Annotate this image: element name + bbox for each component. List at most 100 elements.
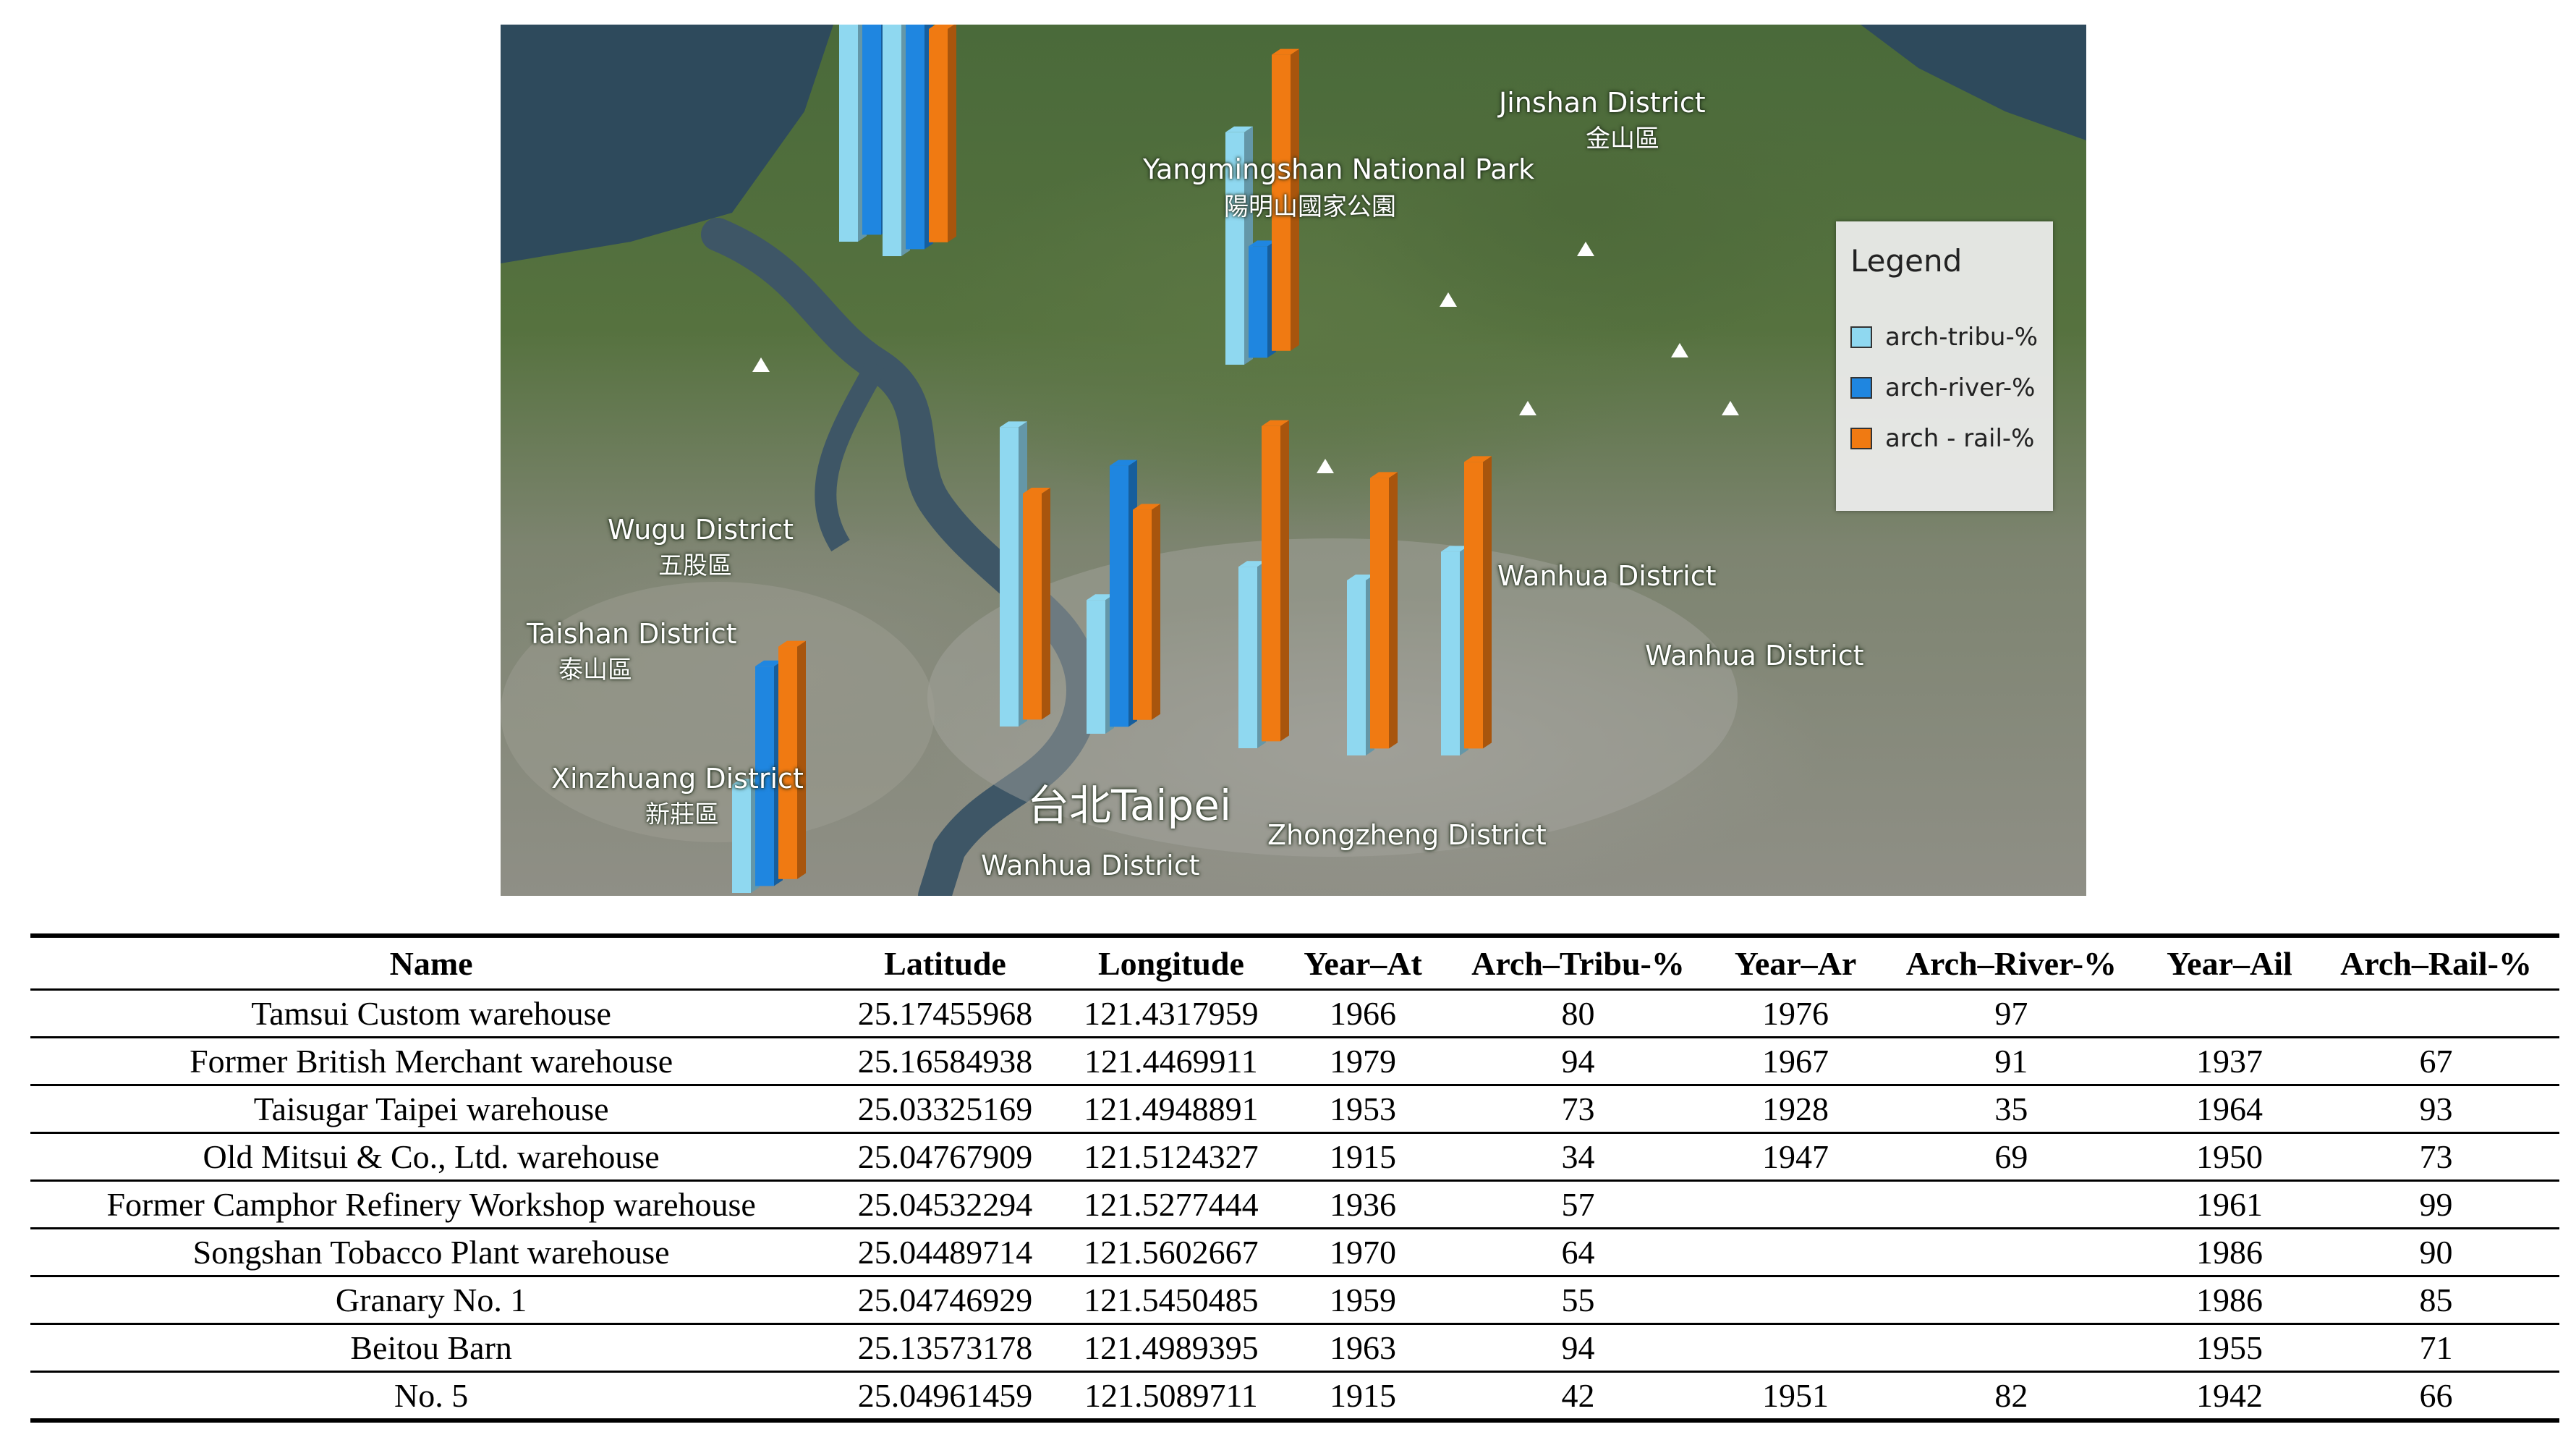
table-cell: 25.13573178 <box>832 1323 1058 1373</box>
column-header: Latitude <box>832 933 1058 991</box>
table-cell: 1936 <box>1284 1180 1442 1229</box>
table-cell: 1959 <box>1284 1276 1442 1325</box>
table-cell: 69 <box>1876 1132 2146 1182</box>
table-cell: 57 <box>1441 1180 1715 1229</box>
label-zhongzheng: Zhongzheng District <box>1267 819 1547 851</box>
table-cell: 1937 <box>2146 1037 2313 1086</box>
bar-rail <box>1023 488 1050 720</box>
table-cell: No. 5 <box>30 1371 833 1423</box>
table-cell: 66 <box>2313 1371 2559 1423</box>
bar-rail <box>1133 504 1160 720</box>
table-cell <box>2313 989 2559 1038</box>
table-cell: 1915 <box>1284 1132 1442 1182</box>
table-cell: 25.04532294 <box>832 1180 1058 1229</box>
table-cell: 55 <box>1441 1276 1715 1325</box>
label-taishan-zh: 泰山區 <box>558 656 632 685</box>
table-cell: 80 <box>1441 989 1715 1038</box>
table-cell: 35 <box>1876 1085 2146 1134</box>
table-cell: 1947 <box>1714 1132 1876 1182</box>
bar-group <box>732 25 1492 893</box>
table-row: Songshan Tobacco Plant warehouse 25.04489… <box>30 1228 2559 1277</box>
table-cell: 1942 <box>2146 1371 2313 1423</box>
table-cell: 121.5450485 <box>1058 1276 1285 1325</box>
label-xinzhuang: Xinzhuang District <box>551 763 804 795</box>
table-cell: 121.5602667 <box>1058 1228 1285 1277</box>
table-cell <box>1876 1180 2146 1229</box>
legend-swatch-tribu <box>1850 326 1872 348</box>
bar-rail <box>1370 472 1398 749</box>
table-cell <box>1714 1228 1876 1277</box>
table-cell: 90 <box>2313 1228 2559 1277</box>
table-body: Tamsui Custom warehouse 25.17455968 121.43… <box>30 989 2559 1423</box>
table-row: Old Mitsui & Co., Ltd. warehouse 25.04767… <box>30 1132 2559 1182</box>
table-cell: 97 <box>1876 989 2146 1038</box>
label-wugu: Wugu District <box>608 514 794 546</box>
table-cell <box>2146 989 2313 1038</box>
table-row: No. 5 25.04961459 121.5089711 1915 42 1951 82 1… <box>30 1371 2559 1423</box>
table-cell: 1986 <box>2146 1228 2313 1277</box>
table-cell: Granary No. 1 <box>30 1276 833 1325</box>
table-cell: 1979 <box>1284 1037 1442 1086</box>
column-header: Year–Ar <box>1714 933 1876 991</box>
table-row: Tamsui Custom warehouse 25.17455968 121.43… <box>30 989 2559 1038</box>
column-header: Name <box>30 933 833 991</box>
legend-item-tribu: arch-tribu-% <box>1850 323 2038 352</box>
table-cell: 1964 <box>2146 1085 2313 1134</box>
table-row: Taisugar Taipei warehouse 25.03325169 121.… <box>30 1085 2559 1134</box>
table-cell: 82 <box>1876 1371 2146 1423</box>
label-jinshan: Jinshan District <box>1499 87 1706 119</box>
table-cell: 42 <box>1441 1371 1715 1423</box>
table-cell: 25.03325169 <box>832 1085 1058 1134</box>
table-cell: Former British Merchant warehouse <box>30 1037 833 1086</box>
table-cell: 64 <box>1441 1228 1715 1277</box>
table-cell <box>1876 1276 2146 1325</box>
table-cell: 25.17455968 <box>832 989 1058 1038</box>
table-cell: 34 <box>1441 1132 1715 1182</box>
legend-label-rail: arch - rail-% <box>1885 424 2035 453</box>
column-header: Longitude <box>1058 933 1285 991</box>
table-cell: 25.04767909 <box>832 1132 1058 1182</box>
table-cell: 1915 <box>1284 1371 1442 1423</box>
legend: Legend arch-tribu-% arch-river-% arch - … <box>1836 221 2053 511</box>
table-cell: Old Mitsui & Co., Ltd. warehouse <box>30 1132 833 1182</box>
bar-tribu <box>1225 126 1253 365</box>
legend-item-rail: arch - rail-% <box>1850 424 2034 453</box>
table-cell: 1953 <box>1284 1085 1442 1134</box>
table-cell: 1966 <box>1284 989 1442 1038</box>
table-cell: Songshan Tobacco Plant warehouse <box>30 1228 833 1277</box>
table-cell <box>1876 1228 2146 1277</box>
data-table: Name Latitude Longitude Year–At Arch–Tribu-%… <box>30 933 2559 1423</box>
label-wanhua-right: Wanhua District <box>1645 640 1864 672</box>
table-cell: 85 <box>2313 1276 2559 1325</box>
table-cell <box>1714 1180 1876 1229</box>
legend-item-river: arch-river-% <box>1850 373 2035 402</box>
table-cell: Taisugar Taipei warehouse <box>30 1085 833 1134</box>
bar-rail <box>778 640 806 879</box>
legend-label-tribu: arch-tribu-% <box>1885 323 2039 352</box>
table-cell: 91 <box>1876 1037 2146 1086</box>
table-cell: 121.4948891 <box>1058 1085 1285 1134</box>
label-wanhua-bottom: Wanhua District <box>981 850 1200 881</box>
label-xinzhuang-zh: 新莊區 <box>645 800 719 829</box>
column-header: Arch–Tribu-% <box>1441 933 1715 991</box>
label-yangmingshan-zh: 陽明山國家公園 <box>1224 192 1396 221</box>
label-jinshan-zh: 金山區 <box>1586 124 1659 153</box>
table-cell: 1963 <box>1284 1323 1442 1373</box>
table-cell: 25.04961459 <box>832 1371 1058 1423</box>
legend-swatch-rail <box>1850 428 1872 449</box>
table-header-row: Name Latitude Longitude Year–At Arch–Tribu-%… <box>30 933 2559 991</box>
table-row: Beitou Barn 25.13573178 121.4989395 1963 94 1… <box>30 1323 2559 1373</box>
label-wugu-zh: 五股區 <box>658 551 732 580</box>
map-figure: Jinshan District 金山區 Yangmingshan Nation… <box>501 25 2086 896</box>
table-cell: 25.04489714 <box>832 1228 1058 1277</box>
table-cell: Tamsui Custom warehouse <box>30 989 833 1038</box>
table-cell: 121.4989395 <box>1058 1323 1285 1373</box>
table-cell: 1928 <box>1714 1085 1876 1134</box>
table-cell: Former Camphor Refinery Workshop warehou… <box>30 1180 833 1229</box>
table-cell: 121.5277444 <box>1058 1180 1285 1229</box>
table-cell: 73 <box>2313 1132 2559 1182</box>
terrain-base <box>501 25 2086 896</box>
legend-title: Legend <box>1850 243 1963 279</box>
table-cell: Beitou Barn <box>30 1323 833 1373</box>
table-row: Granary No. 1 25.04746929 121.5450485 1959 5… <box>30 1276 2559 1325</box>
